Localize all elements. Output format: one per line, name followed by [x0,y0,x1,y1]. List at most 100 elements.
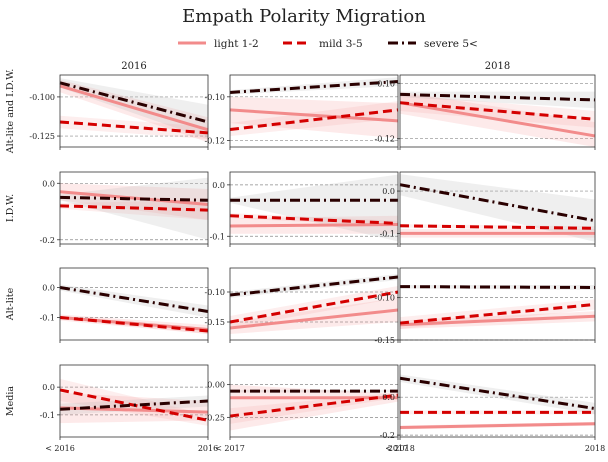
panel-0-1: -0.10 -0.12 [204,74,399,150]
series-line-1 [399,302,596,325]
y-tick-label: 0.00 [207,381,225,390]
panel-frame [229,267,399,341]
row-label-0: Alt-lite and I.D.W. [5,69,16,155]
confidence-band-1 [60,200,208,220]
panel-frame [229,364,399,438]
y-tick-label: -0.1 [210,232,225,241]
series-line-0 [59,190,209,206]
series-line-2 [229,275,399,297]
series-line-1 [229,108,399,132]
confidence-band-0 [60,79,208,143]
x-tick-label: 2017 [388,444,408,453]
legend-label-1: mild 3-5 [319,38,363,50]
panel-frame [229,74,399,148]
series-line-0 [59,84,209,132]
legend-label-2: severe 5< [424,38,478,50]
confidence-band-2 [400,374,595,415]
y-tick-label: -0.1 [40,411,55,420]
y-tick-label: -0.10 [204,288,225,297]
series-line-2 [59,81,209,124]
y-tick-label: -0.1 [380,229,395,238]
series-line-2 [399,376,596,411]
panel-2-1: -0.10 -0.15 [204,267,399,343]
panel-3-1: 0.00 -0.25 < 2017 2017 [204,364,408,453]
panel-frame [59,171,209,245]
row-label-1: I.D.W. [5,194,16,222]
confidence-band-0 [60,183,208,220]
y-tick-label: 0.0 [382,393,395,402]
series-line-1 [229,290,399,324]
y-tick-label: -0.10 [374,294,395,303]
panel-frame [229,171,399,245]
y-tick-label: -0.100 [29,93,55,102]
series-line-2 [59,399,209,411]
panel-3-0: 0.0 -0.1 < 2016 2016 [40,364,218,453]
x-tick-label: < 2018 [385,444,415,453]
series-line-2 [399,285,596,289]
y-tick-label: -0.12 [204,136,225,145]
panel-2-2: -0.10 -0.15 [374,267,596,345]
chart-title: Empath Polarity Migration [182,6,426,27]
panel-0-2: -0.10 -0.12 [374,74,596,150]
x-tick-label: 2018 [585,444,605,453]
column-title-2: 2018 [485,61,510,72]
series-line-1 [59,204,209,212]
y-tick-label: 0.0 [42,383,55,392]
confidence-band-0 [230,384,398,431]
x-tick-label: < 2016 [45,444,75,453]
panel-0-0: -0.100 -0.125 [29,74,209,150]
panel-1-2: 0.0 -0.1 [380,171,596,247]
confidence-band-1 [400,94,595,128]
series-line-2 [399,92,596,102]
y-tick-label: -0.2 [380,431,395,440]
series-line-1 [59,316,209,333]
legend-label-0: light 1-2 [214,38,259,50]
confidence-band-2 [400,174,595,242]
series-line-2 [229,80,399,94]
column-title-0: 2016 [121,61,146,72]
series-line-1 [59,120,209,135]
y-tick-label: 0.0 [212,181,225,190]
series-line-1 [399,101,596,121]
panel-frame [59,364,209,438]
y-tick-label: -0.12 [374,135,395,144]
y-tick-label: -0.15 [204,318,225,327]
y-tick-label: -0.10 [374,79,395,88]
panel-frame [399,267,596,341]
panel-3-2: 0.0 -0.2 < 2018 2018 [380,364,605,453]
y-tick-label: -0.15 [374,336,395,345]
series-line-0 [399,314,596,327]
series-line-0 [399,101,596,138]
y-tick-label: -0.25 [204,413,225,422]
panel-1-0: 0.0 -0.2 [40,171,209,247]
series-line-1 [229,214,399,225]
panel-frame [399,74,596,148]
x-tick-label: < 2017 [215,444,245,453]
y-tick-label: -0.10 [204,93,225,102]
series-line-2 [399,183,596,223]
y-tick-label: 0.0 [382,187,395,196]
panel-frame [59,74,209,148]
confidence-band-0 [230,96,398,139]
y-tick-label: 0.0 [42,179,55,188]
series-line-0 [229,108,399,123]
panel-1-1: 0.0 -0.1 [210,171,399,247]
x-tick-label: 2016 [198,444,218,453]
series-line-0 [399,422,596,430]
y-tick-label: -0.125 [29,132,55,141]
y-tick-label: -0.2 [40,236,55,245]
y-tick-label: -0.1 [40,314,55,323]
panel-frame [59,267,209,341]
y-tick-label: 0.0 [42,284,55,293]
row-label-3: Media [5,386,16,416]
series-line-1 [229,393,399,418]
panels: 2016 2018 Alt-lite and I.D.W. I.D.W. Alt-lit… [5,61,605,453]
series-line-2 [59,286,209,313]
panel-frame [399,171,596,245]
row-label-2: Alt-lite [5,287,16,321]
confidence-band-0 [60,392,208,424]
series-line-1 [399,224,596,230]
panel-frame [399,364,596,438]
legend: light 1-2 mild 3-5 severe 5< [178,38,478,50]
